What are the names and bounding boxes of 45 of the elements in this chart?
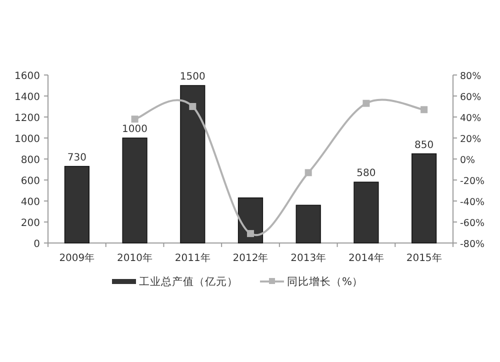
bar [296, 204, 321, 244]
y-tick-label: 200 [20, 218, 40, 229]
y-tick-label: 1400 [14, 92, 40, 103]
y2-tick-label: 0% [460, 155, 476, 166]
bar [64, 166, 90, 244]
y-tick-label: 0 [34, 239, 40, 250]
y2-tick-label: 60% [460, 92, 482, 103]
bar [238, 197, 264, 244]
point [131, 116, 138, 123]
point [247, 230, 254, 238]
data-label: 730 [67, 152, 86, 164]
y2-tick-label: 20% [460, 134, 482, 145]
y-tick-label: 600 [20, 176, 40, 187]
y-tick-label: 1000 [14, 134, 40, 145]
y-tick-label: 400 [20, 197, 40, 208]
legend-label: 同比增长（%） [287, 275, 363, 288]
data-label: 1000 [122, 124, 148, 135]
x-tick-label: 2012年 [232, 252, 268, 264]
y-tick-label: 1200 [14, 113, 40, 124]
point [304, 169, 312, 176]
bar [412, 153, 437, 244]
point [420, 106, 428, 114]
y2-tick-label: 40% [460, 113, 482, 124]
bar [354, 182, 379, 244]
y2-tick-label: -80% [460, 239, 485, 250]
y2-tick-label: 80% [460, 71, 482, 82]
point [189, 103, 196, 110]
y-tick-label: 1600 [14, 71, 40, 82]
y2-tick-label: -40% [460, 197, 485, 208]
point [362, 100, 370, 107]
data-label: 1500 [180, 72, 206, 82]
y2-tick-label: -20% [460, 176, 485, 187]
x-tick-label: 2011年 [174, 252, 210, 264]
x-tick-label: 2014年 [348, 252, 384, 264]
y2-tick-label: -60% [460, 218, 485, 229]
legend-label: 工业总产值（亿元） [139, 275, 238, 288]
x-tick-label: 2009年 [59, 252, 95, 264]
x-tick-label: 2013年 [290, 252, 326, 264]
x-tick-label: 2010年 [117, 252, 153, 264]
data-label: 580 [356, 168, 376, 180]
bar [180, 85, 206, 244]
bar [122, 138, 148, 244]
data-label: 850 [414, 140, 434, 151]
x-tick-label: 2015年 [406, 252, 442, 264]
y-tick-label: 800 [20, 155, 40, 166]
